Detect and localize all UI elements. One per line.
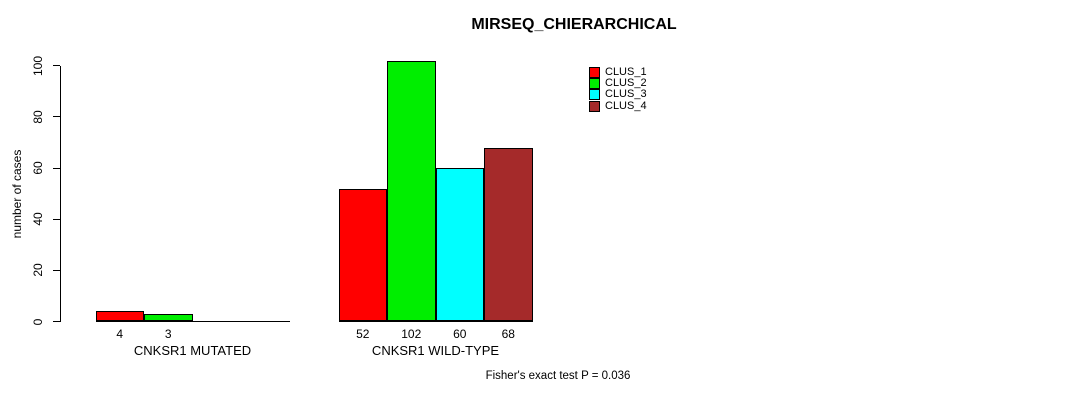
- bar-value-label: 102: [401, 327, 422, 341]
- legend-label: CLUS_2: [605, 77, 647, 90]
- y-axis-tick: [53, 269, 60, 271]
- bar-clus_3: [435, 168, 484, 322]
- y-axis-tick-label: 100: [31, 55, 45, 76]
- fisher-test-annotation: Fisher's exact test P = 0.036: [485, 370, 631, 382]
- y-axis-tick: [53, 167, 60, 169]
- y-axis-tick: [53, 218, 60, 220]
- y-axis-tick: [53, 116, 60, 118]
- group-label: CNKSR1 MUTATED: [133, 343, 252, 358]
- y-axis-tick: [53, 65, 60, 67]
- bar-clus_4: [484, 147, 533, 322]
- y-axis-label: number of cases: [10, 149, 24, 239]
- legend-swatch-clus_3: [589, 89, 600, 101]
- y-axis-tick-label: 60: [31, 161, 45, 175]
- bar-value-label: 3: [164, 327, 172, 341]
- bar-clus_1: [338, 188, 387, 322]
- chart-title: MIRSEQ_CHIERARCHICAL: [471, 16, 677, 33]
- y-axis-tick-label: 80: [31, 110, 45, 124]
- y-axis-tick-label: 20: [31, 263, 45, 278]
- bar-clus_2: [387, 60, 436, 322]
- y-axis-line: [60, 65, 61, 322]
- bar-value-label: 52: [356, 327, 370, 341]
- legend-label: CLUS_3: [605, 88, 647, 101]
- legend-label: CLUS_4: [605, 99, 647, 112]
- legend-label: CLUS_1: [605, 66, 647, 78]
- y-axis-tick-label: 0: [31, 318, 45, 325]
- y-axis-tick: [53, 321, 60, 322]
- bar-clus_1: [95, 311, 144, 322]
- bar-value-label: 60: [453, 327, 467, 341]
- bar-clus_2: [144, 313, 193, 322]
- bar-value-label: 4: [116, 327, 124, 341]
- group-label: CNKSR1 WILD-TYPE: [371, 343, 500, 358]
- group-baseline: [95, 320, 290, 322]
- y-axis-tick-label: 40: [31, 212, 45, 226]
- bar-value-label: 68: [501, 327, 515, 341]
- legend-swatch-clus_1: [589, 67, 600, 78]
- legend-swatch-clus_2: [589, 78, 600, 90]
- legend-swatch-clus_4: [589, 100, 600, 112]
